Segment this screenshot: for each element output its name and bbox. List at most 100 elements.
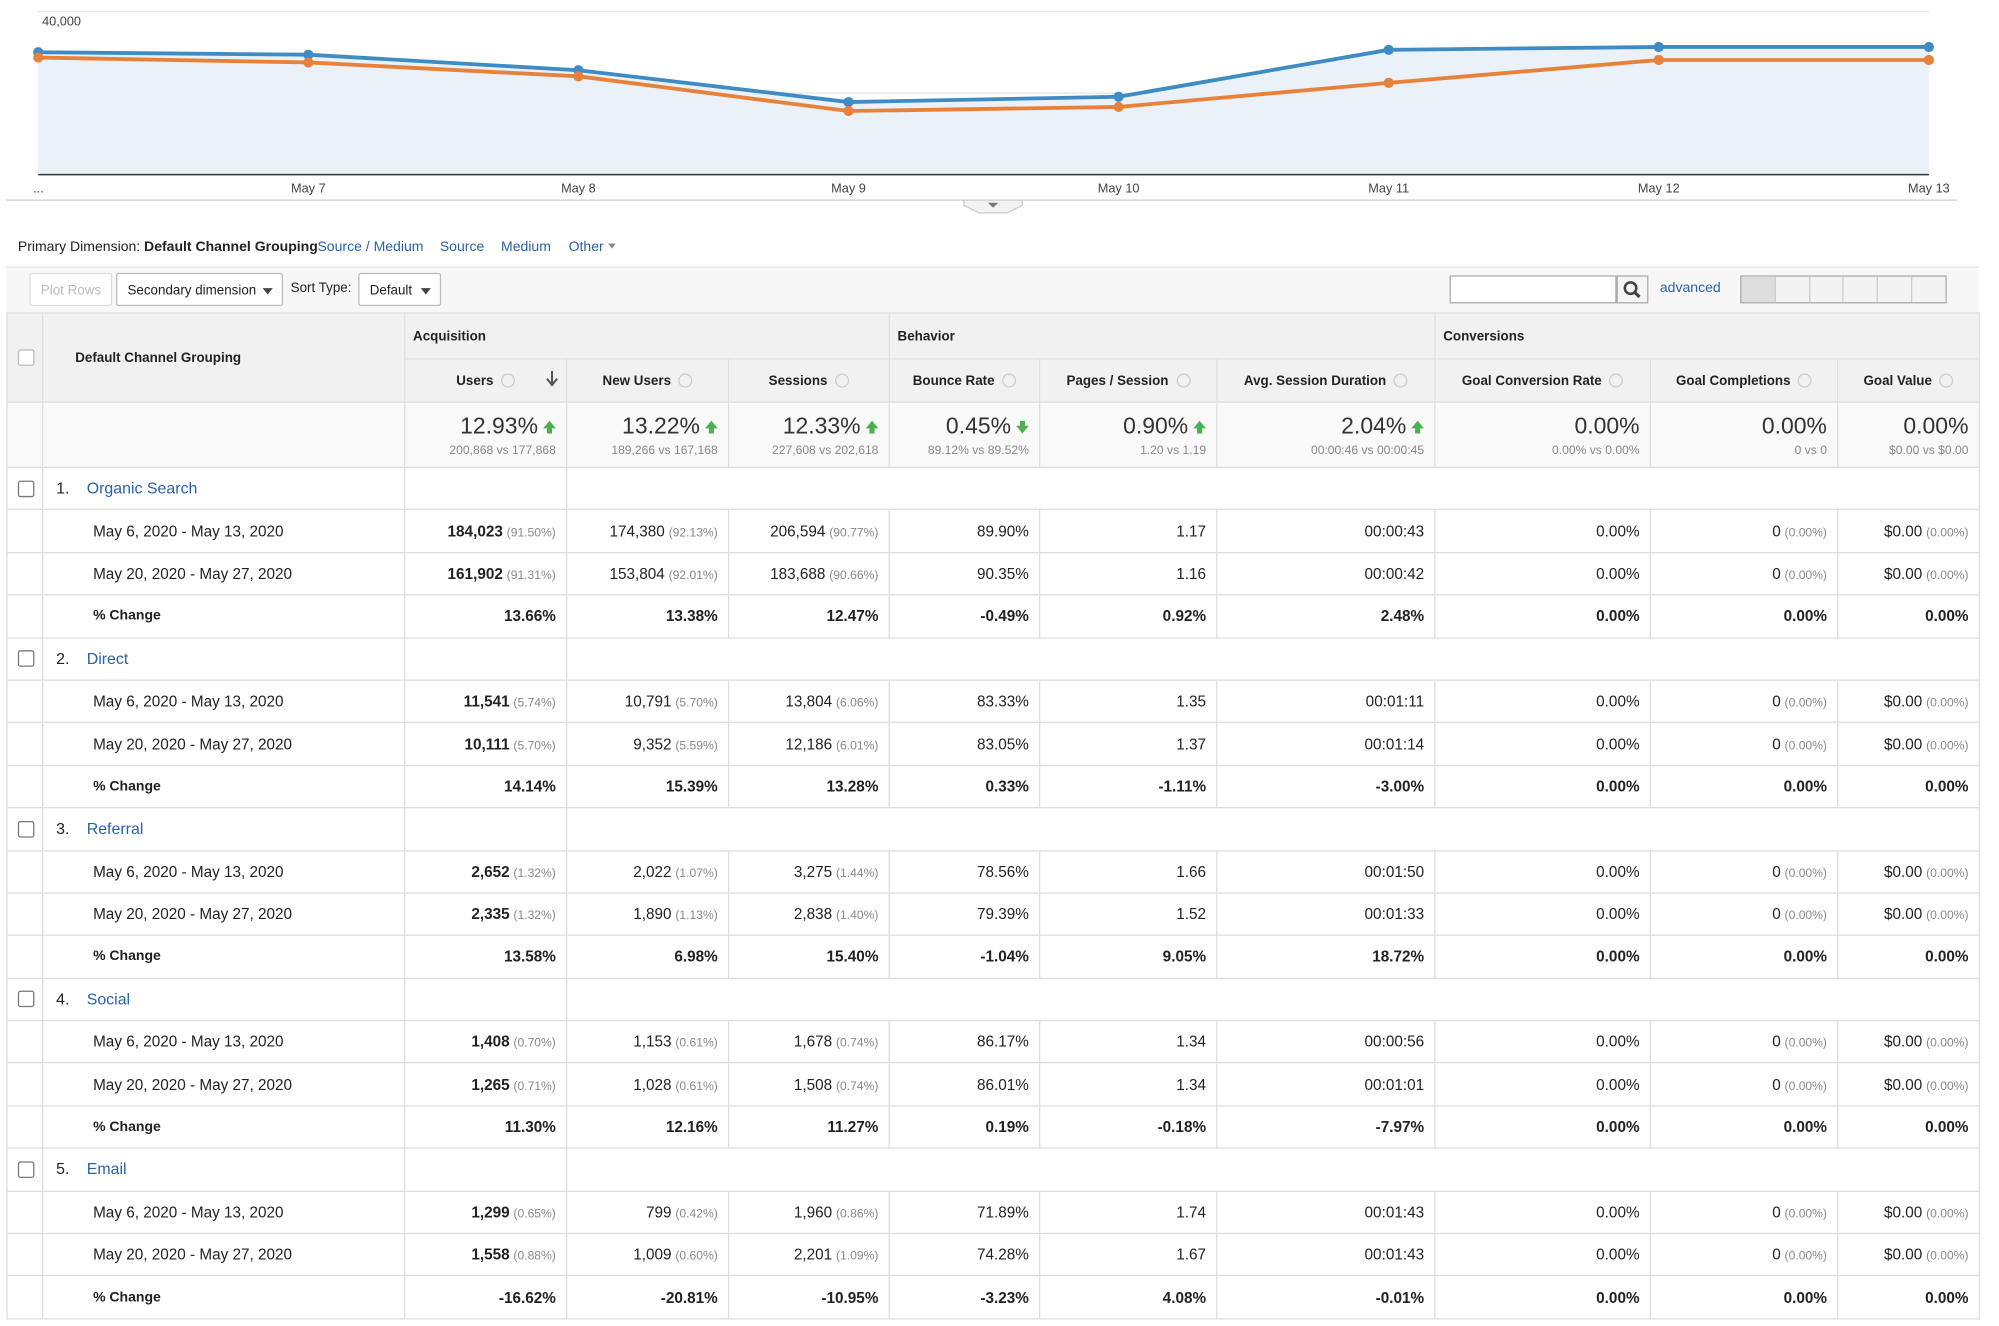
column-header[interactable]: Pages / Session xyxy=(1039,358,1218,403)
metric-share: (0.74%) xyxy=(836,1036,879,1051)
metric-value: 00:00:42 xyxy=(1364,564,1425,583)
checkbox[interactable] xyxy=(17,650,35,668)
sort-select[interactable]: Default xyxy=(358,272,442,306)
dimension-link[interactable]: Other xyxy=(569,240,616,255)
metric-cell: 0 (0.00%) xyxy=(1649,722,1839,766)
metric-share: (0.00%) xyxy=(1784,1249,1827,1264)
metric-value: 00:01:01 xyxy=(1364,1075,1425,1094)
metric-cell: 0.00% xyxy=(1434,1019,1652,1064)
checkbox[interactable] xyxy=(17,349,35,366)
metric-cell: 13.38% xyxy=(566,594,730,639)
metric-cell: 2,838 (1.40%) xyxy=(727,892,890,937)
point xyxy=(1653,54,1664,66)
dimension-link[interactable]: Source / Medium xyxy=(317,240,423,255)
checkbox[interactable] xyxy=(17,991,35,1008)
dimension-link-text: Medium xyxy=(501,239,551,255)
total-compare: 189,266 vs 167,168 xyxy=(611,443,718,458)
group-header: Conversions xyxy=(1434,312,1980,360)
metric-cell: 0.00% xyxy=(1434,679,1652,724)
empty-cell xyxy=(6,1232,44,1277)
metric-value: 0.00% xyxy=(1596,607,1640,626)
header-row: Default Channel Grouping Acquisition Behav… xyxy=(6,312,1980,403)
metric-value: 00:00:56 xyxy=(1364,1032,1425,1051)
view-pie[interactable] xyxy=(1776,276,1810,303)
column-header-text: Avg. Session Duration xyxy=(1243,372,1387,389)
plot-rows-button[interactable]: Plot Rows xyxy=(29,272,113,306)
column-header[interactable]: Users xyxy=(404,358,568,403)
view-table[interactable] xyxy=(1741,276,1776,303)
checkbox[interactable] xyxy=(17,820,35,838)
empty-cell xyxy=(566,977,1980,1022)
empty-cell xyxy=(42,401,406,468)
trend-arrow xyxy=(865,419,879,437)
column-header[interactable]: New Users xyxy=(566,358,730,403)
channel-name[interactable]: Email xyxy=(86,1160,127,1179)
channel-name[interactable]: Organic Search xyxy=(86,479,198,498)
metric-share: (0.65%) xyxy=(513,1207,556,1222)
metric-value: 18.72% xyxy=(1372,947,1425,966)
metric-cell: 1.66 xyxy=(1039,849,1218,894)
column-header[interactable]: Goal Value xyxy=(1837,358,1980,403)
metric-value: 0 xyxy=(1772,1203,1781,1222)
search-input[interactable] xyxy=(1449,275,1617,304)
metric-cell: 1.35 xyxy=(1039,679,1218,724)
metric-cell: 206,594 (90.77%) xyxy=(727,509,890,554)
channel-name[interactable]: Direct xyxy=(86,649,129,668)
period-row: May 6, 2020 - May 13, 2020 184,023 (91.50%… xyxy=(6,509,1980,554)
metric-cell: 13.28% xyxy=(727,764,890,809)
point xyxy=(1653,41,1664,53)
metric-value: 00:00:43 xyxy=(1364,522,1425,541)
channel-name[interactable]: Social xyxy=(86,990,131,1009)
dropdown-icon xyxy=(420,288,431,299)
metric-value: 2,335 xyxy=(471,905,510,924)
row-label: % Change xyxy=(42,1275,406,1320)
metric-value: 0.00% xyxy=(1925,777,1969,796)
metric-value: -1.11% xyxy=(1158,777,1207,796)
view-bar[interactable] xyxy=(1810,276,1845,303)
checkbox[interactable] xyxy=(17,480,35,497)
metric-value: 1.34 xyxy=(1176,1075,1207,1094)
view-compare[interactable] xyxy=(1844,276,1879,303)
period-row: May 6, 2020 - May 13, 2020 11,541 (5.74%) 1… xyxy=(6,679,1980,724)
trend-arrow xyxy=(1193,419,1207,437)
metric-cell: 9,352 (5.59%) xyxy=(566,722,730,766)
channel-name[interactable]: Referral xyxy=(86,820,144,838)
advanced-link[interactable]: advanced xyxy=(1659,280,1721,296)
line xyxy=(38,55,1929,113)
metric-cell: $0.00 (0.00%) xyxy=(1837,1062,1980,1107)
column-header[interactable]: Bounce Rate xyxy=(888,358,1041,403)
empty-cell xyxy=(566,636,1980,681)
dropdown-icon xyxy=(262,288,273,299)
metric-value: 0.00% xyxy=(1596,1032,1640,1051)
metric-share: (0.00%) xyxy=(1784,909,1827,924)
metric-value: 0.19% xyxy=(985,1118,1029,1136)
metric-share: (0.42%) xyxy=(675,1207,718,1222)
metric-cell: 00:01:14 xyxy=(1216,722,1436,766)
channel-row: 2. Direct xyxy=(6,636,1980,681)
total-change: 12.33% xyxy=(739,412,879,439)
dimension-link[interactable]: Source xyxy=(440,240,484,255)
channel-cell: 5. Email xyxy=(42,1147,406,1192)
metric-share: (6.06%) xyxy=(836,696,879,711)
point xyxy=(1923,54,1934,66)
column-header[interactable]: Goal Conversion Rate xyxy=(1434,358,1652,403)
metric-value: 0 xyxy=(1772,735,1781,753)
channel-row: 3. Referral xyxy=(6,807,1980,852)
channel-index: 2. xyxy=(56,649,70,668)
point xyxy=(1383,44,1394,55)
metric-cell: -10.95% xyxy=(727,1275,890,1320)
view-pivot[interactable] xyxy=(1912,277,1945,302)
metric-cell: -20.81% xyxy=(566,1275,730,1320)
metric-value: 0.00% xyxy=(1925,947,1969,966)
metric-cell: 2,201 (1.09%) xyxy=(727,1232,890,1277)
metric-cell: 83.33% xyxy=(888,679,1041,724)
column-header[interactable]: Sessions xyxy=(727,358,890,403)
dimension-link[interactable]: Medium xyxy=(501,240,551,255)
total-compare: $0.00 vs $0.00 xyxy=(1889,443,1969,458)
checkbox[interactable] xyxy=(17,1161,35,1178)
column-header[interactable]: Goal Completions xyxy=(1649,358,1839,403)
search-button[interactable] xyxy=(1616,275,1649,304)
column-header[interactable]: Avg. Session Duration xyxy=(1216,358,1436,403)
view-term[interactable] xyxy=(1878,276,1913,303)
secondary-dimension-select[interactable]: Secondary dimension xyxy=(116,272,284,306)
